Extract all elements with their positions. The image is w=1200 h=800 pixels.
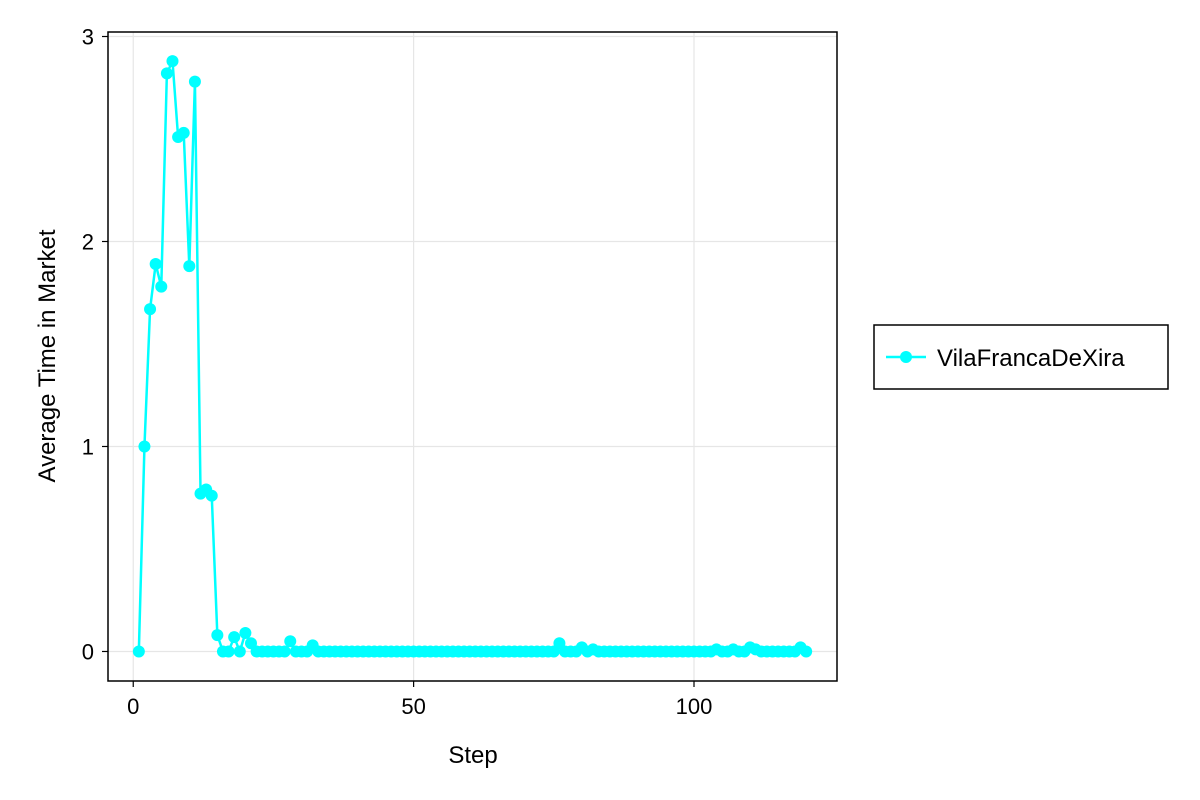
data-point [222,645,235,658]
data-point [278,645,291,658]
y-tick-label: 3 [82,25,94,50]
data-point [149,258,162,271]
data-point [132,645,145,658]
data-point [138,440,151,453]
data-point [160,67,173,80]
series-group [132,55,813,658]
data-point [205,489,218,502]
data-point [183,260,196,273]
series-line [137,59,807,653]
data-point [188,75,201,88]
plot-frame [107,31,838,682]
data-point [211,629,224,642]
x-tick-label: 0 [127,694,139,719]
data-point [166,55,179,68]
x-tick-label: 100 [676,694,713,719]
legend-label: VilaFrancaDeXira [937,345,1125,372]
data-point [177,126,190,139]
legend-marker-swatch [900,351,912,363]
data-point [228,631,241,644]
data-point [284,635,297,648]
y-tick-label: 1 [82,434,94,459]
data-point [155,280,168,293]
y-axis-label: Average Time in Market [34,229,61,482]
x-axis-label: Step [448,742,497,769]
legend: VilaFrancaDeXira [873,324,1169,390]
x-tick-label: 50 [401,694,425,719]
y-tick-label: 0 [82,639,94,664]
y-tick-label: 2 [82,230,94,255]
data-point [800,645,813,658]
data-point [233,645,246,658]
grid-lines [108,32,837,681]
axis-ticks: 0 50 100 0 1 2 3 [82,25,713,719]
data-point [239,627,252,640]
data-point [144,303,157,316]
